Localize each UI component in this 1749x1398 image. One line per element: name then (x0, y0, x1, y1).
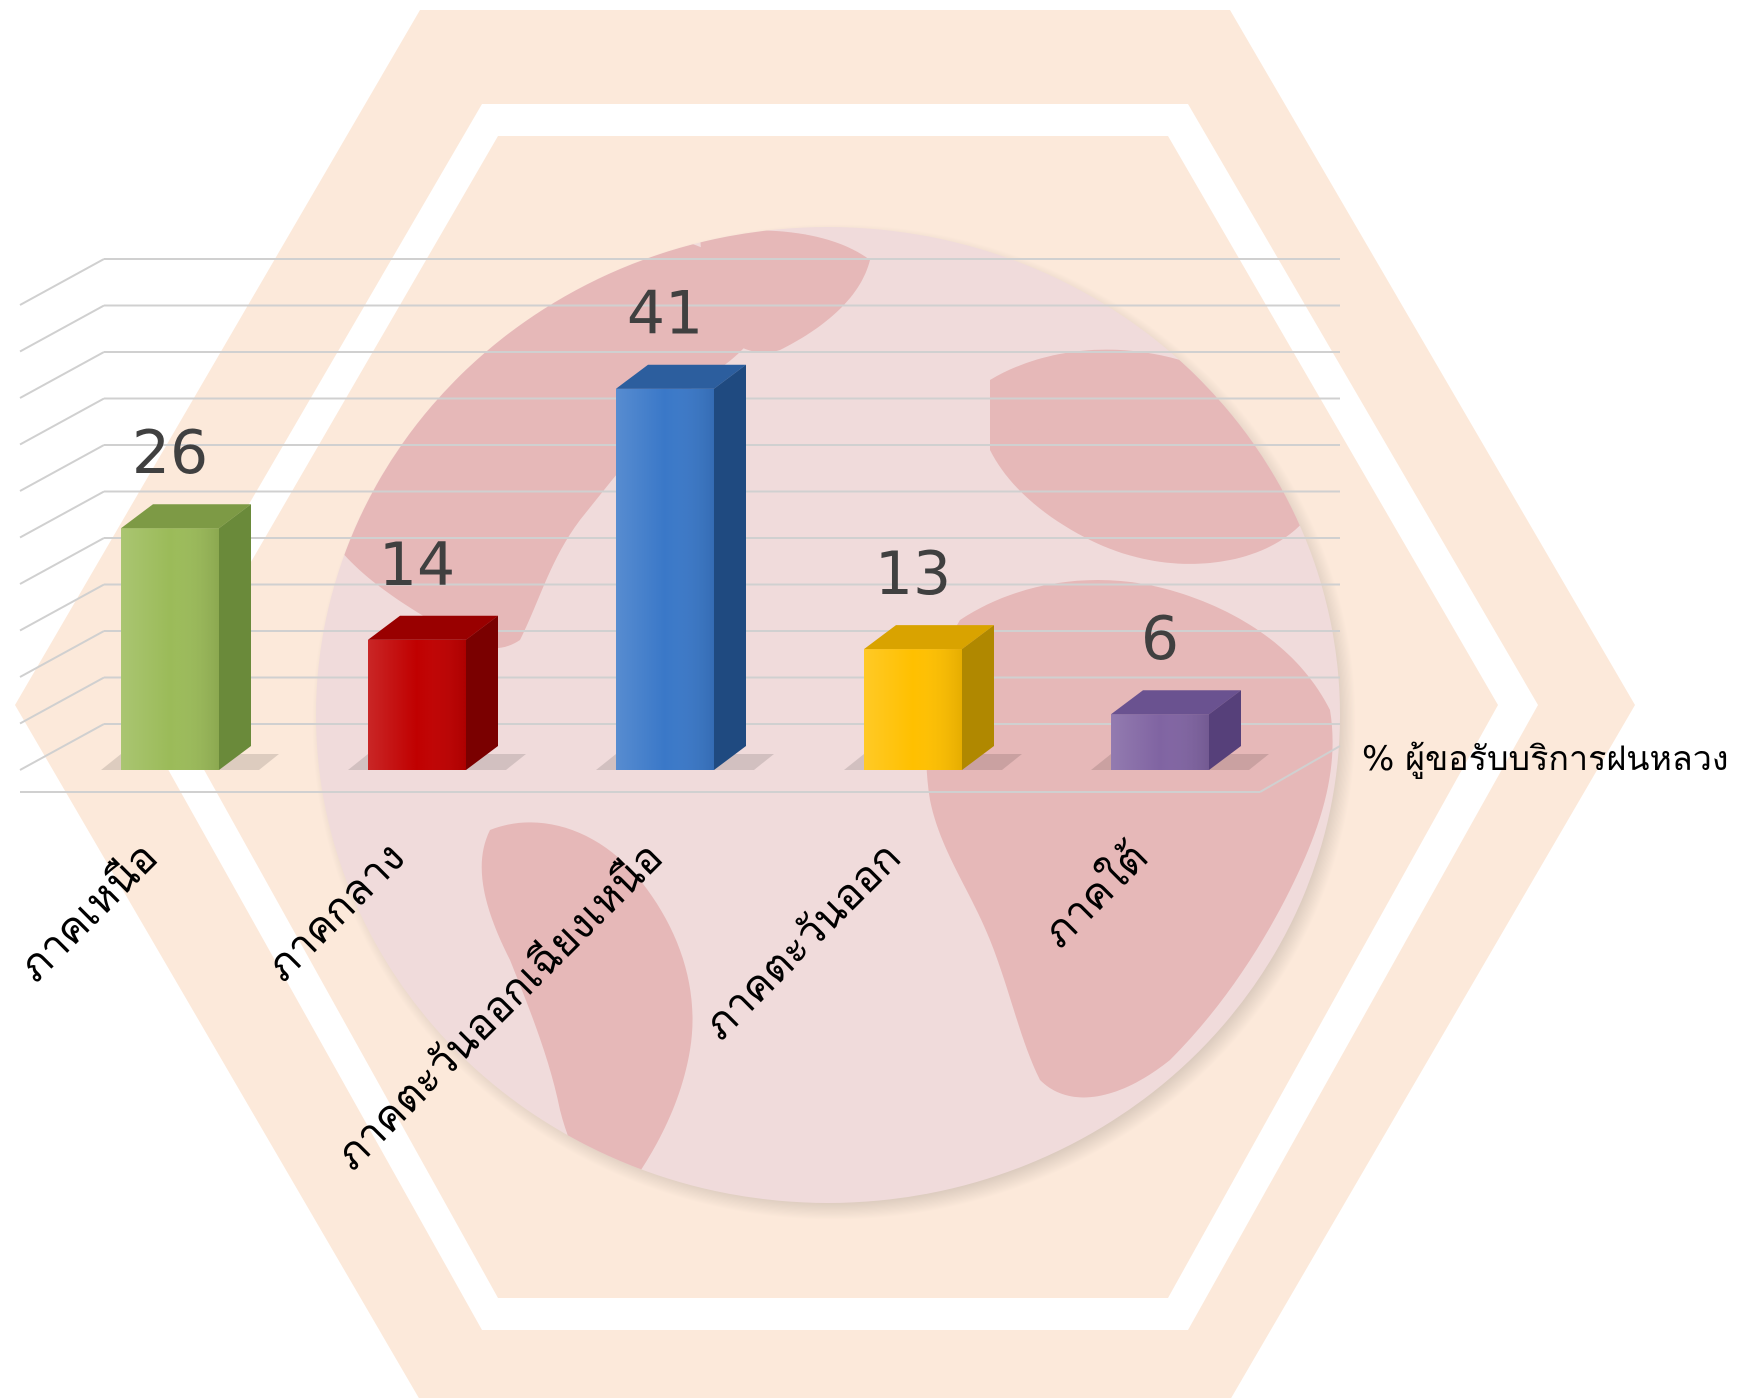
gridline-side (19, 397, 105, 446)
bar-side (466, 615, 498, 770)
bar-front-shade (368, 639, 466, 770)
bar-top (864, 625, 994, 650)
gridline-side (19, 583, 105, 632)
series-label: % ผู้ขอรับบริการฝนหลวง (1362, 739, 1728, 779)
bar-top (1111, 690, 1241, 715)
data-label: 26 (132, 418, 208, 488)
bar-side (714, 364, 746, 770)
gridline-side (19, 258, 105, 306)
gridline-side (19, 723, 105, 771)
bar (844, 625, 1022, 770)
bar (596, 364, 774, 770)
bar-front-shade (1111, 714, 1209, 770)
gridline-side (19, 304, 105, 353)
data-label: 6 (1141, 604, 1179, 674)
gridline-side (19, 490, 105, 539)
bars (101, 364, 1269, 770)
data-label: 13 (875, 539, 951, 609)
gridline-side (19, 676, 105, 725)
bar (101, 504, 279, 770)
bar (1091, 690, 1269, 770)
bar-top (368, 615, 498, 640)
gridline-side (19, 630, 105, 678)
bar-front-shade (616, 388, 714, 770)
data-label: 14 (379, 530, 455, 600)
bar-front-shade (121, 528, 219, 770)
bar-side (962, 625, 994, 770)
gridline-side (19, 351, 105, 399)
bar-top (121, 504, 251, 529)
gridline-side (19, 537, 105, 585)
bar-side (219, 504, 251, 770)
bar-side (1209, 690, 1241, 770)
data-label: 41 (627, 279, 703, 349)
bar (348, 615, 526, 770)
globe-illustration (312, 224, 1356, 1220)
gridline-side (19, 444, 105, 492)
data-labels: 26 14 41 13 6 (132, 279, 1179, 675)
bar-front-shade (864, 649, 962, 770)
floor-edge (1259, 745, 1341, 793)
bar-top (616, 364, 746, 389)
